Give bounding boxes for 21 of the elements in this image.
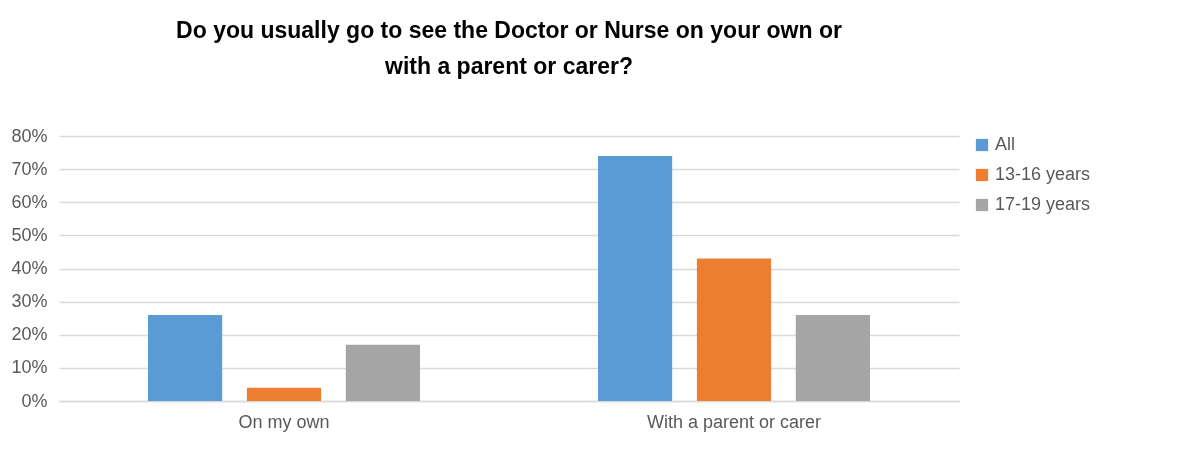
y-tick-label: 60% [11, 191, 48, 212]
bar [795, 314, 870, 401]
y-tick-label: 30% [11, 291, 48, 312]
y-tick-label: 80% [11, 125, 48, 146]
legend-label: 13-16 years [995, 164, 1091, 184]
chart-title: Do you usually go to see the Doctor or Nurse on your own or with a parent or carer? [176, 17, 842, 79]
y-tick-label: 10% [11, 357, 48, 378]
x-tick-label: With a parent or carer [646, 411, 822, 432]
y-tick-label: 70% [11, 158, 48, 179]
x-tick-label: On my own [238, 411, 330, 432]
y-tick-label: 0% [21, 390, 48, 411]
y-tick-label: 20% [11, 324, 48, 345]
legend-label: All [995, 134, 1016, 154]
legend-label: 17-19 years [995, 194, 1091, 214]
y-tick-label: 50% [11, 224, 48, 245]
bar [246, 387, 322, 401]
bar [598, 155, 673, 401]
bar [148, 314, 223, 401]
y-tick-label: 40% [11, 258, 48, 278]
bar [345, 344, 420, 401]
bar [696, 258, 772, 401]
